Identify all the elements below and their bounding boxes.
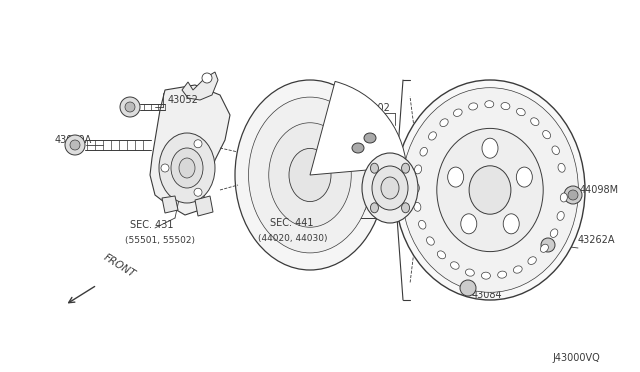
Text: (55501, 55502): (55501, 55502) xyxy=(125,235,195,244)
Ellipse shape xyxy=(194,188,202,196)
Ellipse shape xyxy=(395,80,585,300)
Ellipse shape xyxy=(447,167,463,187)
Ellipse shape xyxy=(451,262,459,269)
Ellipse shape xyxy=(501,103,510,110)
Text: 43202: 43202 xyxy=(360,103,391,113)
Ellipse shape xyxy=(202,73,212,83)
Ellipse shape xyxy=(362,153,418,223)
Text: J43000VQ: J43000VQ xyxy=(552,353,600,363)
Ellipse shape xyxy=(557,212,564,220)
Wedge shape xyxy=(310,81,406,175)
Ellipse shape xyxy=(516,108,525,116)
Ellipse shape xyxy=(454,109,462,116)
Ellipse shape xyxy=(437,251,445,259)
Ellipse shape xyxy=(440,119,448,126)
Ellipse shape xyxy=(498,271,507,278)
Ellipse shape xyxy=(503,214,519,234)
Ellipse shape xyxy=(468,103,477,110)
Ellipse shape xyxy=(364,133,376,143)
Ellipse shape xyxy=(460,280,476,296)
Text: FRONT: FRONT xyxy=(102,253,138,280)
Text: 43207: 43207 xyxy=(462,143,493,153)
Ellipse shape xyxy=(371,163,378,173)
Ellipse shape xyxy=(412,183,419,193)
Ellipse shape xyxy=(541,238,555,252)
Ellipse shape xyxy=(402,88,579,292)
Ellipse shape xyxy=(528,257,536,264)
Ellipse shape xyxy=(516,167,532,187)
Text: 43262A: 43262A xyxy=(578,235,616,245)
Ellipse shape xyxy=(564,186,582,204)
Ellipse shape xyxy=(372,166,408,210)
Ellipse shape xyxy=(161,164,169,172)
Ellipse shape xyxy=(179,158,195,178)
Ellipse shape xyxy=(415,165,422,174)
Ellipse shape xyxy=(414,202,421,211)
Ellipse shape xyxy=(543,131,550,139)
Text: 43052: 43052 xyxy=(168,95,199,105)
Ellipse shape xyxy=(352,143,364,153)
Ellipse shape xyxy=(469,166,511,214)
Ellipse shape xyxy=(419,220,426,229)
Text: (44020, 44030): (44020, 44030) xyxy=(258,234,328,243)
Ellipse shape xyxy=(401,203,410,213)
Ellipse shape xyxy=(426,237,435,245)
Ellipse shape xyxy=(401,163,410,173)
Ellipse shape xyxy=(120,97,140,117)
Ellipse shape xyxy=(540,244,548,252)
Ellipse shape xyxy=(159,133,215,203)
Polygon shape xyxy=(162,196,178,213)
Ellipse shape xyxy=(371,203,378,213)
Text: 44098M: 44098M xyxy=(580,185,619,195)
Ellipse shape xyxy=(482,138,498,158)
Ellipse shape xyxy=(558,163,565,172)
Ellipse shape xyxy=(269,123,351,227)
Text: SEC. 441: SEC. 441 xyxy=(270,218,314,228)
Ellipse shape xyxy=(568,190,578,200)
Polygon shape xyxy=(195,196,213,216)
Ellipse shape xyxy=(560,193,567,202)
Text: 43222: 43222 xyxy=(330,120,361,130)
Text: 43084: 43084 xyxy=(472,290,502,300)
Ellipse shape xyxy=(194,140,202,148)
Ellipse shape xyxy=(461,214,477,234)
Ellipse shape xyxy=(513,266,522,273)
Polygon shape xyxy=(150,85,230,215)
Polygon shape xyxy=(182,72,218,100)
Ellipse shape xyxy=(171,148,203,188)
Ellipse shape xyxy=(65,135,85,155)
Ellipse shape xyxy=(381,177,399,199)
Text: SEC. 431: SEC. 431 xyxy=(130,220,173,230)
Ellipse shape xyxy=(70,140,80,150)
Ellipse shape xyxy=(125,102,135,112)
Ellipse shape xyxy=(481,272,490,279)
Ellipse shape xyxy=(248,97,371,253)
Ellipse shape xyxy=(465,269,474,276)
Ellipse shape xyxy=(235,80,385,270)
Ellipse shape xyxy=(437,128,543,251)
Ellipse shape xyxy=(484,101,494,108)
Ellipse shape xyxy=(289,148,331,202)
Ellipse shape xyxy=(552,146,559,154)
Ellipse shape xyxy=(429,132,436,140)
Ellipse shape xyxy=(550,229,558,237)
Ellipse shape xyxy=(420,147,428,156)
Ellipse shape xyxy=(531,118,539,126)
Text: 43040A: 43040A xyxy=(55,135,92,145)
